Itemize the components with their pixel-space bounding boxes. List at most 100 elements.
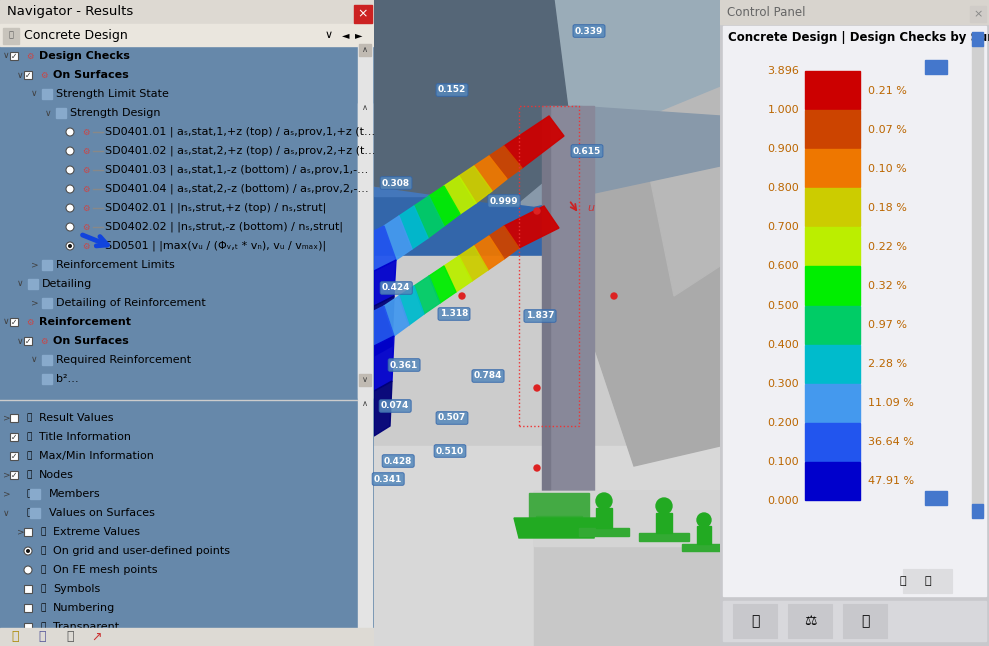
Text: 👁: 👁 <box>27 508 32 517</box>
Text: ∨: ∨ <box>3 317 10 326</box>
Bar <box>10 52 18 60</box>
Bar <box>42 355 52 365</box>
Polygon shape <box>374 226 396 271</box>
Bar <box>970 6 986 22</box>
Polygon shape <box>429 186 460 226</box>
Text: b²…: b²… <box>56 374 78 384</box>
Bar <box>359 44 371 56</box>
Text: 🎥: 🎥 <box>66 630 74 643</box>
Circle shape <box>66 128 74 136</box>
Bar <box>697 526 711 544</box>
Text: SD0402.02 | |nₛ,strut,-z (bottom) / nₛ,strut|: SD0402.02 | |nₛ,strut,-z (bottom) / nₛ,s… <box>105 222 343 233</box>
Bar <box>42 298 52 308</box>
Bar <box>529 493 589 518</box>
Text: Strength Design: Strength Design <box>70 108 160 118</box>
Polygon shape <box>374 0 720 146</box>
Bar <box>903 569 927 593</box>
Bar <box>733 604 777 638</box>
Text: >: > <box>3 490 11 499</box>
Bar <box>805 462 860 500</box>
Polygon shape <box>414 196 444 238</box>
Text: ✓: ✓ <box>11 433 17 441</box>
Text: 11.09 %: 11.09 % <box>868 399 914 408</box>
Text: ◄: ◄ <box>342 30 349 40</box>
Text: 0.18 %: 0.18 % <box>868 203 907 213</box>
Text: 👁: 👁 <box>41 623 45 632</box>
Text: 0.784: 0.784 <box>474 371 502 380</box>
Polygon shape <box>444 256 472 292</box>
Text: 👁: 👁 <box>41 547 45 556</box>
Text: 👁: 👁 <box>41 565 45 574</box>
Text: 0.300: 0.300 <box>767 379 799 389</box>
Bar <box>358 46 372 628</box>
Polygon shape <box>374 0 574 206</box>
Text: ►: ► <box>355 30 363 40</box>
Bar <box>30 508 40 518</box>
Text: 2.28 %: 2.28 % <box>868 359 907 369</box>
Polygon shape <box>474 236 504 270</box>
Text: ⚙: ⚙ <box>82 203 90 213</box>
Polygon shape <box>594 0 720 466</box>
Text: Reinforcement Limits: Reinforcement Limits <box>56 260 175 270</box>
Bar <box>10 471 18 479</box>
Bar <box>374 0 720 256</box>
Text: SD0401.04 | aₛ,stat,2,-z (bottom) / aₛ,prov,2,-…: SD0401.04 | aₛ,stat,2,-z (bottom) / aₛ,p… <box>105 183 369 194</box>
Circle shape <box>66 147 74 155</box>
Text: ⚙: ⚙ <box>82 222 90 231</box>
Text: ⚙: ⚙ <box>27 52 34 61</box>
Polygon shape <box>374 106 720 206</box>
Bar <box>10 414 18 422</box>
Bar <box>579 528 629 536</box>
Circle shape <box>68 244 72 248</box>
Text: 36.64 %: 36.64 % <box>868 437 914 448</box>
Bar <box>359 374 371 386</box>
Bar <box>24 604 32 612</box>
Text: ⚙: ⚙ <box>82 185 90 194</box>
Text: ∨: ∨ <box>3 52 10 61</box>
Text: ✓: ✓ <box>11 470 17 479</box>
Bar <box>24 642 32 646</box>
Text: Numbering: Numbering <box>53 603 116 613</box>
Bar <box>805 344 860 382</box>
Text: Nodes: Nodes <box>39 470 74 480</box>
Text: 0.339: 0.339 <box>575 26 603 36</box>
Text: 🪟: 🪟 <box>9 30 14 39</box>
Bar <box>56 108 66 118</box>
Bar <box>805 266 860 304</box>
Text: 0.32 %: 0.32 % <box>868 281 907 291</box>
Text: 📊: 📊 <box>925 576 932 586</box>
Text: ∨: ∨ <box>31 355 38 364</box>
Polygon shape <box>534 491 720 546</box>
Circle shape <box>534 465 540 471</box>
Text: 47.91 %: 47.91 % <box>868 477 914 486</box>
Text: ⚙: ⚙ <box>82 147 90 156</box>
Text: ∨: ∨ <box>362 375 368 384</box>
Text: ⚙: ⚙ <box>82 242 90 251</box>
Text: Result Values: Result Values <box>39 413 114 423</box>
Text: u: u <box>587 203 594 213</box>
Polygon shape <box>399 206 428 249</box>
Polygon shape <box>414 276 440 314</box>
Circle shape <box>66 185 74 193</box>
Circle shape <box>697 513 711 527</box>
Text: 👁: 👁 <box>39 630 45 643</box>
Bar <box>10 452 18 460</box>
Circle shape <box>459 293 465 299</box>
Bar <box>805 110 860 148</box>
Bar <box>24 337 32 345</box>
Text: ∨: ∨ <box>17 337 24 346</box>
Bar <box>24 71 32 79</box>
Text: Bind same quantities together: Bind same quantities together <box>53 641 223 646</box>
Polygon shape <box>504 206 559 248</box>
Bar <box>723 601 986 641</box>
Bar <box>843 604 887 638</box>
Text: 0.600: 0.600 <box>767 262 799 271</box>
Polygon shape <box>474 156 507 191</box>
Text: Required Reinforcement: Required Reinforcement <box>56 355 191 365</box>
Bar <box>30 489 40 499</box>
Text: 👁: 👁 <box>27 413 32 422</box>
Text: >: > <box>3 470 11 479</box>
Text: Strength Limit State: Strength Limit State <box>56 89 169 99</box>
Circle shape <box>66 223 74 231</box>
Circle shape <box>611 293 617 299</box>
